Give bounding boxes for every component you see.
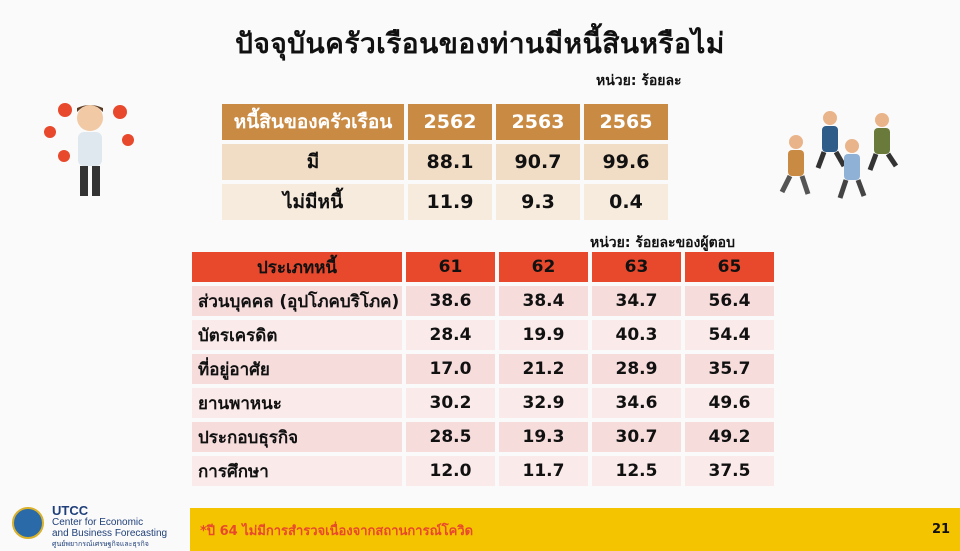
logo-subtitle: Center for Economic and Business Forecas… — [52, 517, 167, 539]
table-row: ส่วนบุคคล (อุปโภคบริโภค) 38.6 38.4 34.7 … — [192, 286, 774, 316]
table-cell: 11.9 — [408, 184, 492, 220]
table-cell: 0.4 — [584, 184, 668, 220]
footer-bar — [190, 508, 960, 551]
header-cell: 2563 — [496, 104, 580, 140]
row-label: ยานพาหนะ — [192, 388, 402, 418]
table-cell: 11.7 — [499, 456, 588, 486]
row-label: การศึกษา — [192, 456, 402, 486]
header-cell: 63 — [592, 252, 681, 282]
table-cell: 32.9 — [499, 388, 588, 418]
logo-line-1: Center for Economic — [52, 517, 144, 528]
header-cell: 2565 — [584, 104, 668, 140]
table-cell: 88.1 — [408, 144, 492, 180]
table-cell: 40.3 — [592, 320, 681, 350]
logo-thai-line: ศูนย์พยากรณ์เศรษฐกิจและธุรกิจ — [52, 541, 149, 548]
table-cell: 21.2 — [499, 354, 588, 384]
table-row: ที่อยู่อาศัย 17.0 21.2 28.9 35.7 — [192, 354, 774, 384]
table-cell: 19.3 — [499, 422, 588, 452]
header-cell: ประเภทหนี้ — [192, 252, 402, 282]
table-cell: 12.5 — [592, 456, 681, 486]
header-cell: หนี้สินของครัวเรือน — [222, 104, 404, 140]
table-cell: 28.9 — [592, 354, 681, 384]
table-cell: 28.5 — [406, 422, 495, 452]
page-number: 21 — [932, 522, 951, 537]
household-debt-table: หนี้สินของครัวเรือน 2562 2563 2565 มี 88… — [218, 100, 672, 224]
table-row: ประกอบธุรกิจ 28.5 19.3 30.7 49.2 — [192, 422, 774, 452]
table-cell: 90.7 — [496, 144, 580, 180]
jumping-people-icon — [779, 111, 899, 199]
stressed-man-icon — [44, 103, 134, 196]
table-row: ยานพาหนะ 30.2 32.9 34.6 49.6 — [192, 388, 774, 418]
table-cell: 49.6 — [685, 388, 774, 418]
table-cell: 17.0 — [406, 354, 495, 384]
logo-line-2: and Business Forecasting — [52, 528, 168, 539]
unit-label-1: หน่วย: ร้อยละ — [596, 73, 682, 89]
table-row: มี 88.1 90.7 99.6 — [222, 144, 668, 180]
debt-type-table: ประเภทหนี้ 61 62 63 65 ส่วนบุคคล (อุปโภค… — [188, 248, 778, 490]
row-label: มี — [222, 144, 404, 180]
table-cell: 49.2 — [685, 422, 774, 452]
header-cell: 65 — [685, 252, 774, 282]
table-cell: 30.7 — [592, 422, 681, 452]
header-cell: 61 — [406, 252, 495, 282]
header-cell: 2562 — [408, 104, 492, 140]
table-row: การศึกษา 12.0 11.7 12.5 37.5 — [192, 456, 774, 486]
row-label: ประกอบธุรกิจ — [192, 422, 402, 452]
unit-label-2: หน่วย: ร้อยละของผู้ตอบ — [590, 235, 735, 251]
table-header-row: ประเภทหนี้ 61 62 63 65 — [192, 252, 774, 282]
table-cell: 37.5 — [685, 456, 774, 486]
logo-name: UTCC — [52, 503, 89, 518]
table-row: ไม่มีหนี้ 11.9 9.3 0.4 — [222, 184, 668, 220]
row-label: ที่อยู่อาศัย — [192, 354, 402, 384]
table-cell: 28.4 — [406, 320, 495, 350]
table-cell: 54.4 — [685, 320, 774, 350]
table-cell: 99.6 — [584, 144, 668, 180]
utcc-seal-icon — [12, 507, 44, 539]
table-cell: 35.7 — [685, 354, 774, 384]
page-title: ปัจจุบันครัวเรือนของท่านมีหนี้สินหรือไม่ — [235, 27, 725, 60]
table-cell: 34.6 — [592, 388, 681, 418]
table-header-row: หนี้สินของครัวเรือน 2562 2563 2565 — [222, 104, 668, 140]
row-label: ไม่มีหนี้ — [222, 184, 404, 220]
utcc-logo: UTCC Center for Economic and Business Fo… — [12, 503, 192, 549]
table-row: บัตรเครดิต 28.4 19.9 40.3 54.4 — [192, 320, 774, 350]
row-label: ส่วนบุคคล (อุปโภคบริโภค) — [192, 286, 402, 316]
table-cell: 12.0 — [406, 456, 495, 486]
table-cell: 9.3 — [496, 184, 580, 220]
table-cell: 19.9 — [499, 320, 588, 350]
row-label: บัตรเครดิต — [192, 320, 402, 350]
footnote: *ปี 64 ไม่มีการสำรวจเนื่องจากสถานการณ์โค… — [200, 524, 474, 539]
header-cell: 62 — [499, 252, 588, 282]
table-cell: 38.6 — [406, 286, 495, 316]
table-cell: 30.2 — [406, 388, 495, 418]
table-cell: 56.4 — [685, 286, 774, 316]
table-cell: 34.7 — [592, 286, 681, 316]
table-cell: 38.4 — [499, 286, 588, 316]
